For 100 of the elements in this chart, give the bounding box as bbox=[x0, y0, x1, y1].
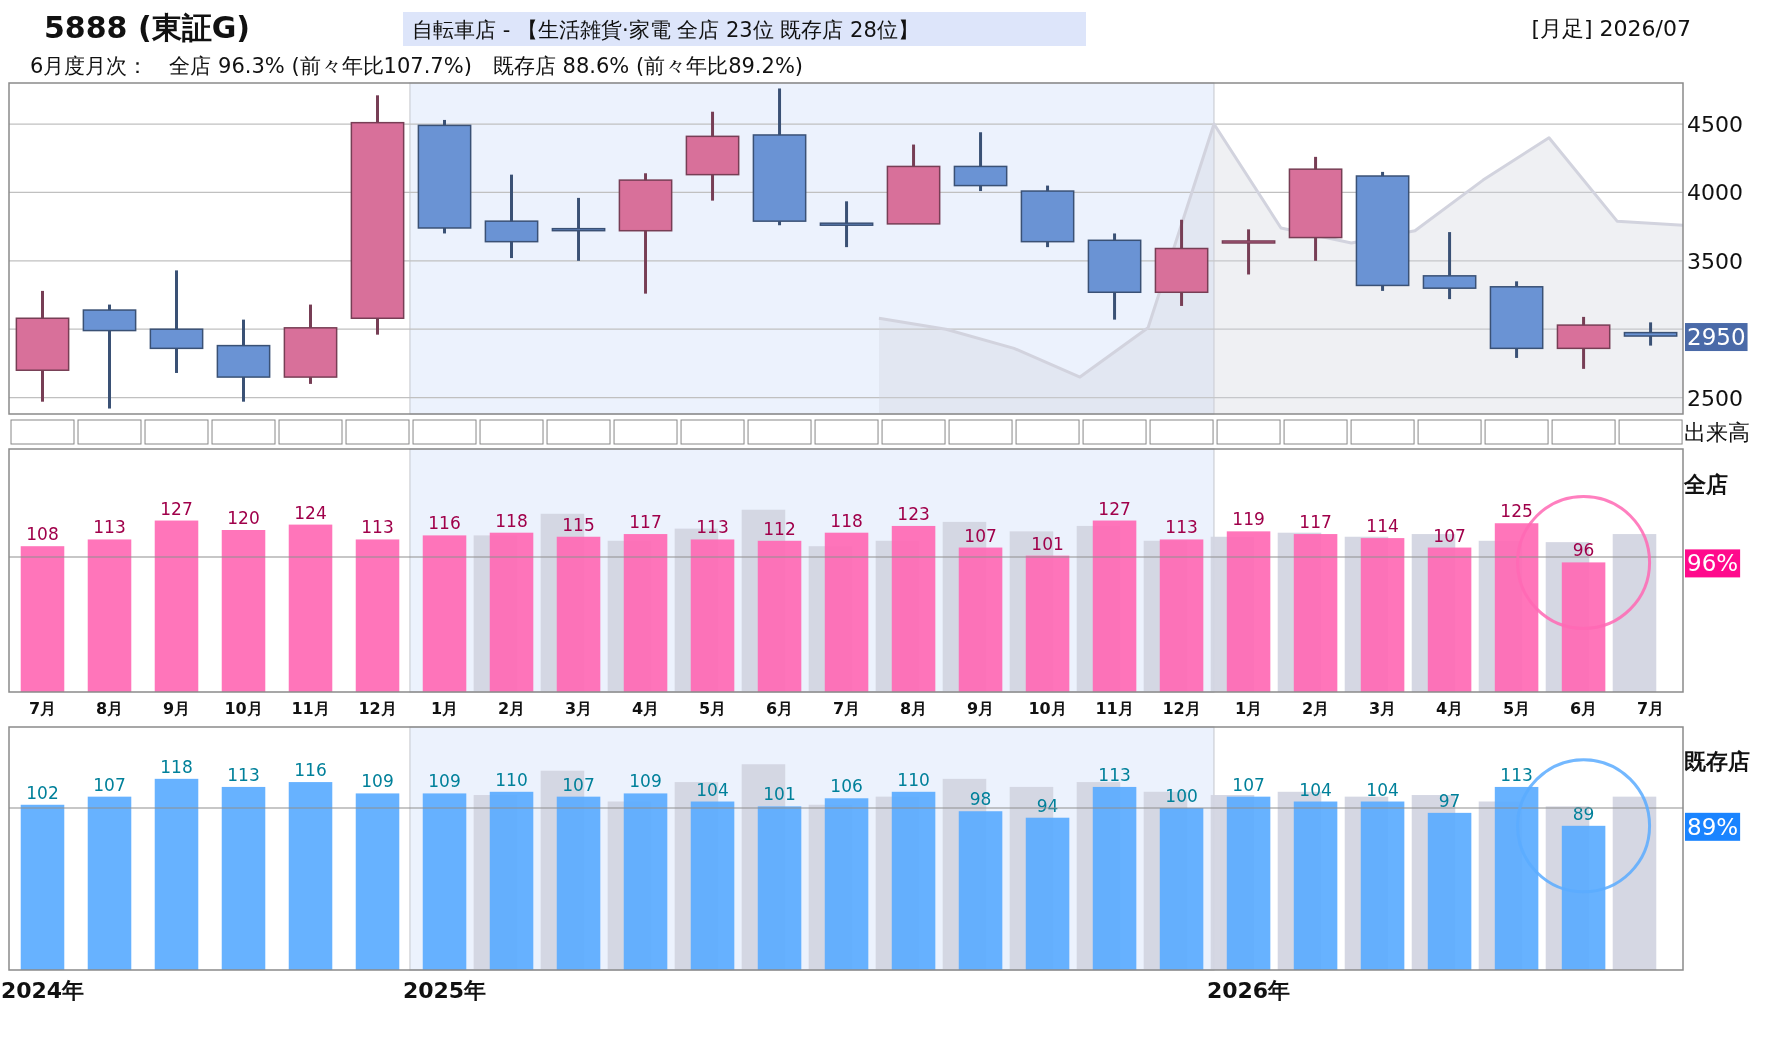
x-tick-label: 6月 bbox=[1570, 699, 1598, 718]
bar bbox=[1092, 786, 1137, 970]
data-label: 100 bbox=[1165, 786, 1198, 806]
x-tick-label: 2025年 bbox=[402, 978, 487, 1003]
data-label: 109 bbox=[428, 771, 461, 792]
data-label: 113 bbox=[1165, 517, 1198, 538]
x-tick-label: 2026年 bbox=[1206, 978, 1291, 1003]
text: [月足] 2026/07 bbox=[1531, 16, 1691, 41]
bar bbox=[1494, 523, 1539, 692]
x-tick-label: 5月 bbox=[698, 699, 727, 718]
data-label: 117 bbox=[629, 512, 662, 533]
bar bbox=[757, 806, 802, 970]
x-tick-label: 4月 bbox=[1436, 699, 1464, 718]
x-tick-label: 12月 bbox=[1162, 699, 1201, 718]
data-label: 120 bbox=[227, 508, 260, 528]
x-tick-label: 5月 bbox=[1503, 699, 1531, 718]
data-label: 112 bbox=[763, 518, 796, 539]
data-label: 107 bbox=[562, 774, 595, 795]
bar bbox=[1226, 796, 1271, 970]
x-tick-label: 7月 bbox=[832, 699, 861, 718]
text: 89% bbox=[1687, 813, 1739, 840]
data-label: 110 bbox=[495, 769, 528, 790]
bar bbox=[623, 793, 668, 970]
data-label: 118 bbox=[495, 510, 528, 531]
bar bbox=[891, 525, 936, 692]
data-label: 109 bbox=[629, 771, 662, 792]
bar bbox=[489, 791, 534, 970]
bar bbox=[958, 811, 1003, 970]
bar bbox=[623, 534, 668, 692]
bar bbox=[1561, 825, 1606, 970]
data-label: 124 bbox=[294, 502, 327, 523]
x-tick-label: 3月 bbox=[564, 699, 593, 718]
text: 既存店 bbox=[1684, 749, 1750, 774]
bar bbox=[824, 798, 869, 970]
data-label: 104 bbox=[1299, 779, 1332, 800]
bar bbox=[556, 536, 601, 692]
data-label: 119 bbox=[1232, 509, 1265, 530]
data-label: 107 bbox=[93, 774, 126, 795]
bar bbox=[1092, 520, 1137, 692]
data-label: 113 bbox=[1500, 764, 1533, 785]
data-label: 104 bbox=[1366, 779, 1399, 800]
x-tick-label: 2月 bbox=[497, 699, 526, 718]
data-label: 96 bbox=[1572, 540, 1595, 561]
x-tick-label: 8月 bbox=[95, 699, 124, 718]
data-label: 101 bbox=[1031, 533, 1064, 554]
y-tick-label: 4000 bbox=[1687, 180, 1743, 206]
data-label: 115 bbox=[562, 514, 595, 535]
data-label: 104 bbox=[696, 779, 729, 800]
data-label: 101 bbox=[763, 784, 796, 805]
x-tick-label: 7月 bbox=[28, 699, 57, 718]
bar bbox=[1159, 808, 1204, 970]
data-label: 114 bbox=[1366, 516, 1399, 537]
data-label: 116 bbox=[294, 760, 327, 781]
data-label: 108 bbox=[26, 524, 59, 545]
bar bbox=[1427, 547, 1472, 692]
data-label: 89 bbox=[1572, 803, 1595, 824]
x-tick-label: 6月 bbox=[765, 699, 794, 718]
bar bbox=[288, 782, 333, 970]
bar bbox=[1561, 562, 1606, 692]
bar bbox=[1293, 534, 1338, 692]
bar bbox=[891, 791, 936, 970]
x-tick-label: 11月 bbox=[1095, 699, 1134, 718]
x-tick-label: 10月 bbox=[1028, 699, 1067, 718]
candlestick bbox=[1623, 322, 1678, 346]
bar bbox=[422, 793, 467, 970]
y-tick-label: 3500 bbox=[1687, 248, 1743, 274]
data-label: 118 bbox=[160, 756, 193, 777]
data-label: 123 bbox=[897, 503, 930, 524]
data-label: 113 bbox=[227, 764, 260, 785]
bar bbox=[355, 539, 400, 692]
bar bbox=[958, 547, 1003, 692]
bar bbox=[422, 535, 467, 692]
bar bbox=[87, 796, 132, 970]
bar bbox=[1427, 812, 1472, 970]
bar bbox=[1025, 555, 1070, 692]
data-label: 97 bbox=[1438, 790, 1461, 811]
data-label: 113 bbox=[696, 517, 729, 538]
chart-title: 5888 (東証G) bbox=[44, 10, 250, 45]
data-label: 117 bbox=[1299, 512, 1332, 533]
text: 96% bbox=[1687, 550, 1739, 577]
bar bbox=[1226, 531, 1271, 692]
x-tick-label: 2月 bbox=[1301, 699, 1330, 718]
bar bbox=[355, 793, 400, 970]
x-tick-label: 2024年 bbox=[0, 978, 85, 1003]
bar bbox=[690, 801, 735, 970]
bar bbox=[288, 524, 333, 692]
bar bbox=[1612, 796, 1657, 970]
bar bbox=[20, 804, 65, 970]
bar bbox=[1494, 786, 1539, 970]
data-label: 94 bbox=[1036, 795, 1059, 816]
data-label: 98 bbox=[969, 789, 992, 810]
data-label: 113 bbox=[93, 517, 126, 538]
bar bbox=[489, 532, 534, 692]
data-label: 109 bbox=[361, 771, 394, 792]
bar bbox=[221, 530, 266, 692]
bar bbox=[154, 778, 199, 970]
data-label: 113 bbox=[1098, 764, 1131, 785]
data-label: 118 bbox=[830, 510, 863, 531]
data-label: 116 bbox=[428, 513, 461, 534]
candlestick bbox=[1221, 229, 1276, 275]
